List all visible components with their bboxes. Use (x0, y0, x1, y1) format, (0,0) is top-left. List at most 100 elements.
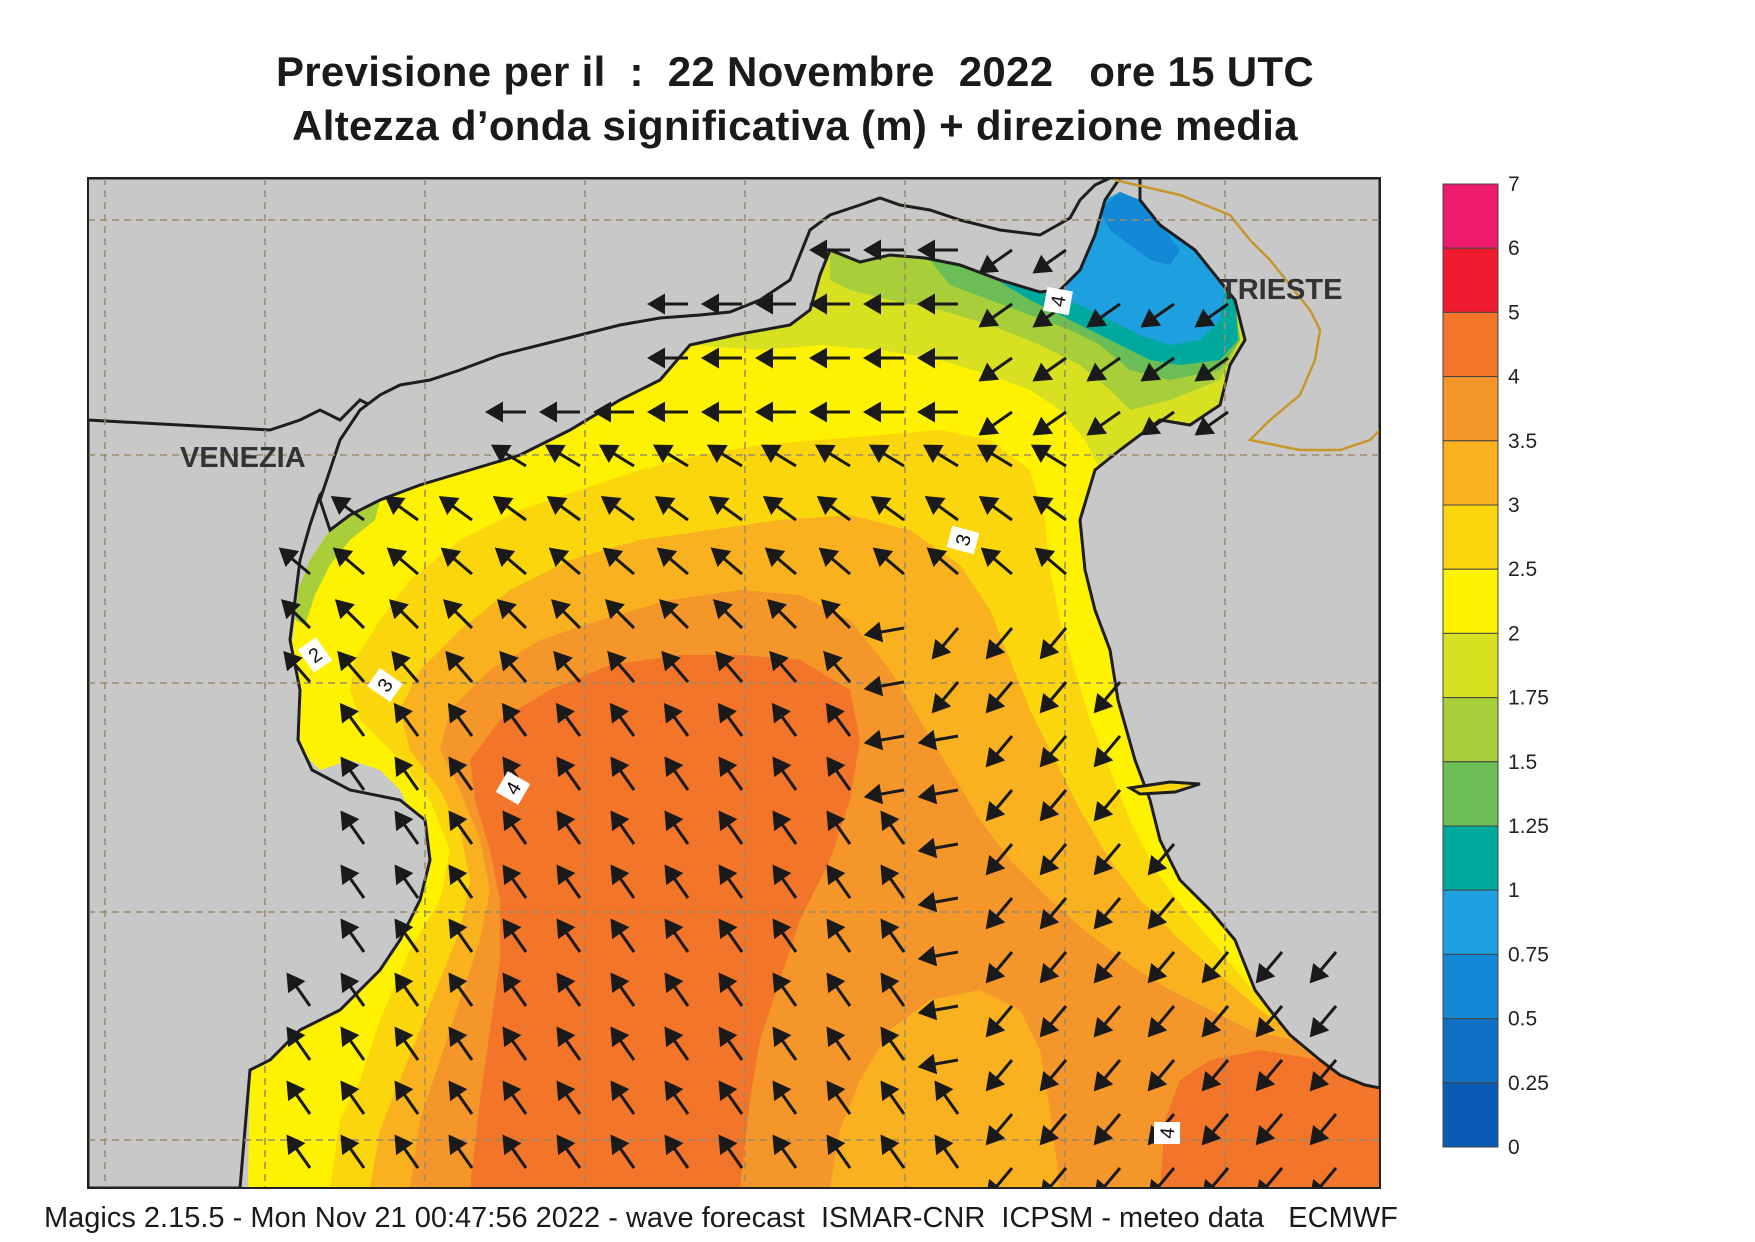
direction-arrow (340, 972, 366, 1007)
direction-arrow (448, 810, 474, 845)
direction-arrow (556, 810, 582, 845)
direction-arrow (1030, 444, 1067, 468)
direction-arrow (715, 650, 744, 683)
map-title-line-2: Altezza d’onda significativa (m) + direz… (292, 102, 1298, 149)
direction-arrow (1309, 1005, 1338, 1038)
direction-arrow (1093, 1167, 1122, 1188)
direction-arrow (286, 1080, 312, 1115)
direction-arrow (664, 1134, 690, 1169)
map-title-line-1: Previsione per il : 22 Novembre 2022 ore… (275, 48, 1315, 95)
direction-arrow (610, 864, 636, 899)
direction-arrow (870, 496, 905, 522)
direction-arrow (610, 918, 636, 953)
direction-arrow (985, 897, 1014, 930)
direction-arrow (1140, 410, 1175, 436)
direction-arrow (772, 756, 798, 791)
direction-arrow (917, 999, 959, 1021)
direction-arrow (825, 702, 852, 737)
direction-arrow (1039, 627, 1068, 660)
direction-arrow (880, 1026, 906, 1061)
direction-arrow (502, 918, 528, 953)
direction-arrow (610, 1026, 636, 1061)
direction-arrow (931, 681, 960, 714)
direction-arrow (1093, 681, 1122, 714)
direction-arrow (826, 1134, 852, 1169)
direction-arrow (502, 972, 528, 1007)
direction-arrow (339, 702, 366, 737)
legend-tick-label: 4 (1508, 366, 1520, 389)
direction-arrow (917, 729, 959, 751)
legend-swatch (1442, 1082, 1499, 1148)
direction-arrow (985, 1113, 1014, 1146)
direction-arrow (394, 972, 420, 1007)
direction-arrow (712, 599, 744, 630)
legend-tick-label: 6 (1508, 237, 1520, 260)
direction-arrow (555, 702, 582, 737)
direction-arrow (985, 1167, 1014, 1188)
direction-arrow (546, 496, 581, 522)
legend-tick-label: 1.75 (1508, 687, 1549, 710)
direction-arrow (978, 496, 1013, 522)
direction-arrow (340, 1134, 366, 1169)
direction-arrow (393, 702, 420, 737)
direction-arrow (766, 599, 798, 630)
direction-arrow (1093, 897, 1122, 930)
legend-tick-label: 3 (1508, 494, 1520, 517)
direction-arrow (286, 972, 312, 1007)
direction-arrow (934, 1134, 960, 1169)
direction-arrow (1309, 1167, 1338, 1188)
direction-arrow (490, 444, 527, 468)
direction-arrow (985, 789, 1014, 822)
direction-arrow (880, 864, 906, 899)
direction-arrow (656, 547, 689, 576)
direction-arrow (448, 972, 474, 1007)
legend-swatch (1442, 311, 1499, 378)
direction-arrow (1147, 1005, 1176, 1038)
direction-arrow (1086, 356, 1121, 382)
direction-arrow (1255, 1005, 1284, 1038)
direction-arrow (600, 496, 635, 522)
direction-arrow (710, 547, 743, 576)
direction-arrow (985, 681, 1014, 714)
legend-tick-label: 3.5 (1508, 430, 1537, 453)
direction-arrow (1039, 1059, 1068, 1092)
direction-arrow (391, 650, 420, 683)
map-frame (87, 177, 1381, 1189)
direction-arrow (718, 756, 744, 791)
direction-arrow (448, 918, 474, 953)
direction-arrow (772, 918, 798, 953)
wave-band-west-green (295, 500, 380, 625)
direction-arrow (1093, 1059, 1122, 1092)
direction-arrow (337, 650, 366, 683)
legend-tick-label: 5 (1508, 301, 1520, 324)
direction-arrow (917, 891, 959, 913)
direction-arrow (706, 444, 743, 468)
direction-arrow (502, 810, 528, 845)
direction-arrow (664, 810, 690, 845)
direction-arrow (826, 1080, 852, 1115)
direction-arrow (664, 864, 690, 899)
legend-swatch (1442, 247, 1499, 313)
direction-arrow (826, 918, 852, 953)
direction-arrow (1147, 843, 1176, 876)
legend-swatch (1442, 440, 1499, 506)
direction-arrow (661, 650, 690, 683)
direction-arrow (772, 1134, 798, 1169)
direction-arrow (863, 729, 905, 751)
direction-arrow (1039, 1113, 1068, 1146)
direction-arrow (976, 444, 1013, 468)
direction-arrow (1201, 1059, 1230, 1092)
legend-swatch (1442, 376, 1499, 442)
direction-arrow (658, 599, 690, 630)
direction-arrow (556, 1134, 582, 1169)
direction-arrow (1194, 356, 1229, 382)
direction-arrow (442, 599, 474, 630)
direction-arrow (924, 496, 959, 522)
contour-label: 4 (1047, 294, 1071, 309)
direction-arrow (340, 756, 366, 791)
direction-arrow (448, 756, 474, 791)
direction-arrow (1093, 1113, 1122, 1146)
direction-arrow (386, 547, 419, 576)
direction-arrow (492, 496, 527, 522)
direction-arrow (762, 496, 797, 522)
